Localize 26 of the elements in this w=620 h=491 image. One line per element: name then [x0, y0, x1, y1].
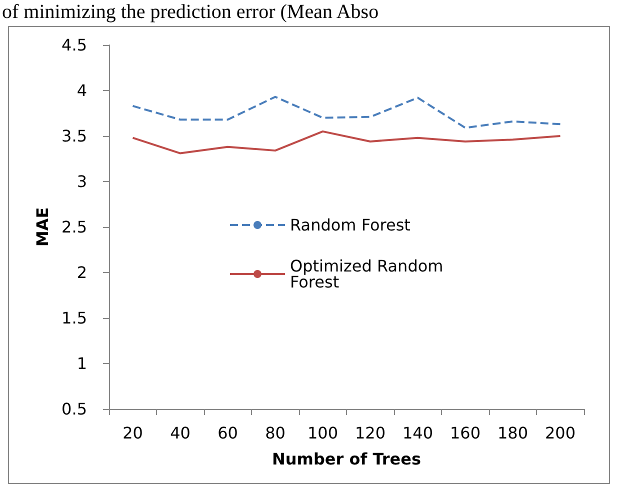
x-tick-label: 180 — [497, 424, 528, 442]
y-tick-label: 1.5 — [62, 308, 87, 328]
y-tick-label: 1 — [76, 354, 87, 373]
x-tick-label: 100 — [307, 424, 338, 442]
y-tick-label: 2 — [76, 263, 87, 282]
y-tick-label: 3.5 — [62, 126, 87, 146]
x-tick-label: 120 — [354, 424, 386, 442]
line-series — [132, 96, 562, 129]
y-tick-label: 4 — [76, 81, 87, 100]
legend-label: Random Forest — [290, 216, 410, 234]
x-tick-label: 40 — [170, 424, 190, 442]
y-tick-label: 3 — [76, 172, 87, 191]
y-axis-title: MAE — [33, 207, 52, 247]
y-tick-label: 4.5 — [62, 36, 87, 54]
y-tick-label: 2.5 — [62, 218, 87, 236]
x-axis-title: Number of Trees — [272, 450, 422, 468]
text: of minimizing the prediction error (Mean Abso — [2, 0, 379, 24]
legend-label: Optimized Random Forest — [290, 256, 448, 292]
line-series — [132, 130, 562, 154]
x-tick-label: 20 — [122, 424, 143, 442]
x-tick-label: 140 — [402, 424, 434, 442]
x-tick-label: 60 — [218, 424, 238, 442]
x-tick-label: 80 — [265, 424, 286, 442]
x-tick-label: 160 — [450, 424, 481, 442]
x-tick-label: 200 — [544, 424, 576, 442]
y-tick-label: 0.5 — [62, 400, 87, 418]
